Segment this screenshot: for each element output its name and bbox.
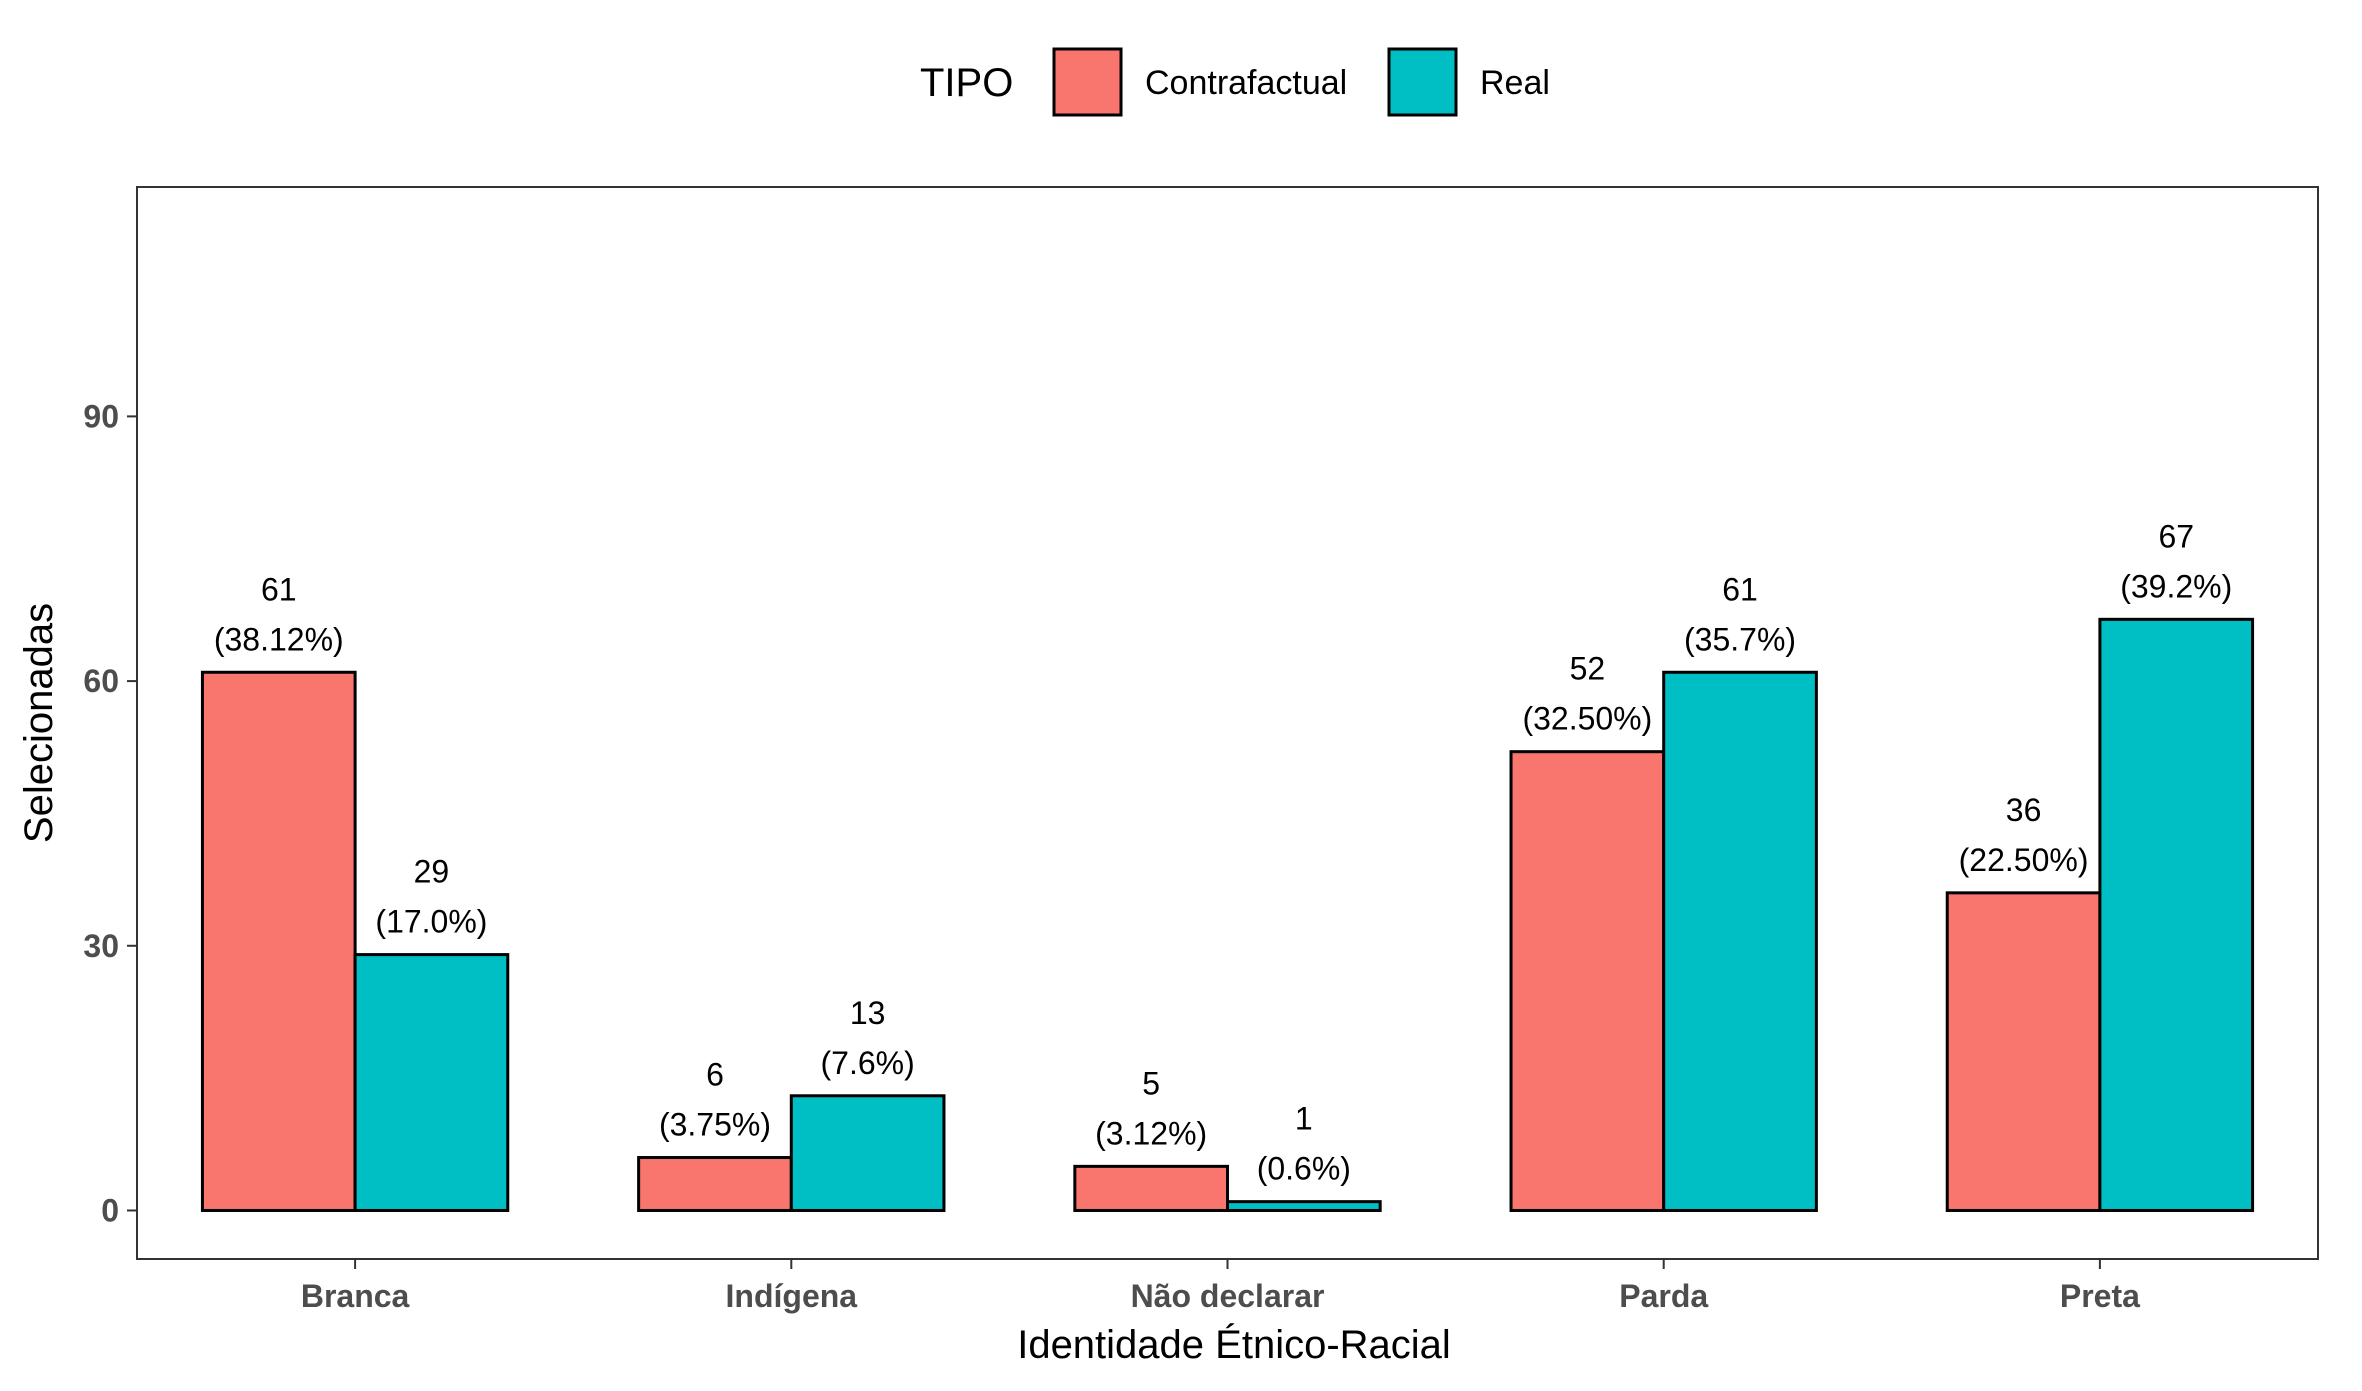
data-label-percent: (0.6%) [1257, 1151, 1351, 1187]
bar-contrafactual-0 [200, 670, 357, 1212]
legend-label-contrafactual: Contrafactual [1145, 64, 1347, 102]
x-tick-label: Preta [2060, 1278, 2140, 1314]
bar-real-4 [2098, 617, 2255, 1212]
legend-key-real [1387, 47, 1458, 117]
x-tick-label: Não declarar [1131, 1278, 1325, 1314]
x-tick-label: Branca [301, 1278, 410, 1314]
x-tick-label: Parda [1619, 1278, 1708, 1314]
data-label-value: 29 [414, 854, 450, 890]
data-label-value: 61 [1722, 571, 1758, 607]
bar-contrafactual-3 [1509, 750, 1666, 1212]
y-tick-label: 90 [83, 398, 119, 434]
x-axis-title: Identidade Étnico-Racial [1017, 1322, 1451, 1367]
data-label-value: 5 [1142, 1065, 1160, 1101]
bars [200, 617, 2255, 1212]
y-tick-label: 0 [101, 1192, 119, 1228]
legend-key-contrafactual [1052, 47, 1123, 117]
data-labels: 61 (38.12%) 29 (17.0%) 6 (3.75%) 13 (7.6%) 5 (3.1… [214, 518, 2232, 1186]
data-label-percent: (22.50%) [1959, 842, 2089, 878]
data-label-percent: (32.50%) [1522, 701, 1652, 737]
data-label-value: 1 [1295, 1101, 1313, 1137]
data-label-value: 13 [850, 995, 886, 1031]
data-label-percent: (3.12%) [1095, 1115, 1207, 1151]
data-label-value: 6 [706, 1057, 724, 1093]
data-label-percent: (7.6%) [821, 1045, 915, 1081]
y-axis: 0 30 60 90 [83, 398, 137, 1228]
bar-contrafactual-2 [1073, 1164, 1229, 1212]
x-axis: Branca Indígena Não declarar Parda Preta [301, 1259, 2140, 1314]
data-label-percent: (3.75%) [659, 1107, 771, 1143]
y-tick-label: 30 [83, 928, 119, 964]
bar-real-3 [1662, 670, 1818, 1212]
y-axis-title: Selecionadas [17, 603, 61, 843]
bar-real-1 [789, 1094, 946, 1212]
bar-real-2 [1226, 1200, 1382, 1212]
data-label-value: 36 [2006, 792, 2042, 828]
data-label-value: 61 [261, 571, 297, 607]
data-label-value: 67 [2158, 518, 2194, 554]
bar-contrafactual-4 [1945, 891, 2102, 1212]
y-tick-label: 60 [83, 663, 119, 699]
data-label-percent: (38.12%) [214, 621, 344, 657]
data-label-value: 52 [1570, 651, 1606, 687]
data-label-percent: (39.2%) [2120, 568, 2232, 604]
x-tick-label: Indígena [726, 1278, 858, 1314]
legend-label-real: Real [1480, 64, 1550, 102]
bar-real-0 [353, 953, 510, 1212]
legend-title: TIPO [920, 61, 1013, 105]
legend: TIPO Contrafactual Real [920, 47, 1550, 117]
bar-contrafactual-1 [637, 1156, 793, 1212]
data-label-percent: (17.0%) [375, 904, 487, 940]
data-label-percent: (35.7%) [1684, 621, 1796, 657]
